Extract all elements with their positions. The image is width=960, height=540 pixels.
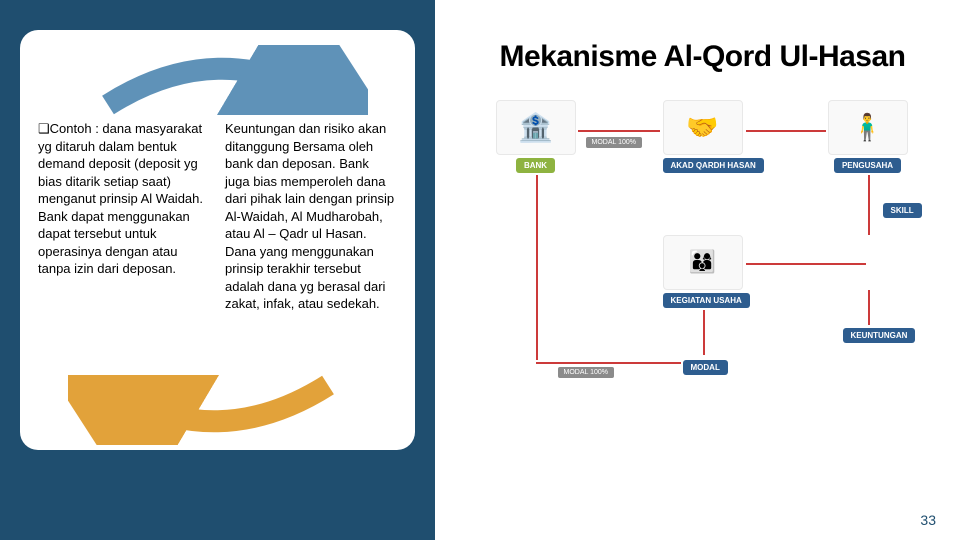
bank-icon: 🏦 [496,100,576,155]
arrow-pengusaha-down [868,175,870,235]
node-bank-label: BANK [516,158,555,173]
mechanism-diagram: 🏦 BANK 🤝 AKAD QARDH HASAN 🧍‍♂️ PENGUSAHA… [488,95,918,395]
arrow-activity-down [703,310,705,355]
column-1-text: Contoh : dana masyarakat yg ditaruh dala… [38,121,203,276]
right-panel: Mekanisme Al-Qord Ul-Hasan 🏦 BANK 🤝 AKAD… [435,0,960,540]
arrow-label-modal-bottom: MODAL 100% [558,367,614,378]
arrow-modal-to-bank [536,362,681,364]
page-number: 33 [920,512,936,528]
node-handshake-label: AKAD QARDH HASAN [663,158,764,173]
node-businessman-label: PENGUSAHA [834,158,901,173]
bullet-icon: ❑ [38,121,50,136]
arrow-akad-to-pengusaha [746,130,826,132]
node-businessman: 🧍‍♂️ PENGUSAHA [828,100,908,173]
arrow-bank-to-akad [578,130,660,132]
cycle-arrow-bottom-icon [68,375,368,445]
slide-title: Mekanisme Al-Qord Ul-Hasan [475,40,930,75]
left-panel: ❑Contoh : dana masyarakat yg ditaruh dal… [0,0,435,540]
activity-icon: 👨‍👩‍👦 [663,235,743,290]
arrow-activity-to-profit [868,290,870,325]
arrow-label-modal-top: MODAL 100% [586,137,642,148]
businessman-icon: 🧍‍♂️ [828,100,908,155]
cycle-arrow-top-icon [68,45,368,115]
text-card: ❑Contoh : dana masyarakat yg ditaruh dal… [20,30,415,450]
arrow-to-activity [746,263,866,265]
arrow-bank-down [536,175,538,360]
node-modal-label: MODAL [683,360,728,375]
node-activity-label: KEGIATAN USAHA [663,293,750,308]
node-bank: 🏦 BANK [496,100,576,173]
node-activity: 👨‍👩‍👦 KEGIATAN USAHA [663,235,750,308]
node-skill-label: SKILL [883,203,922,218]
column-2-text: Keuntungan dan risiko akan ditanggung Be… [225,121,394,311]
slide: ❑Contoh : dana masyarakat yg ditaruh dal… [0,0,960,540]
node-profit-label: KEUNTUNGAN [843,328,916,343]
handshake-icon: 🤝 [663,100,743,155]
node-handshake: 🤝 AKAD QARDH HASAN [663,100,764,173]
